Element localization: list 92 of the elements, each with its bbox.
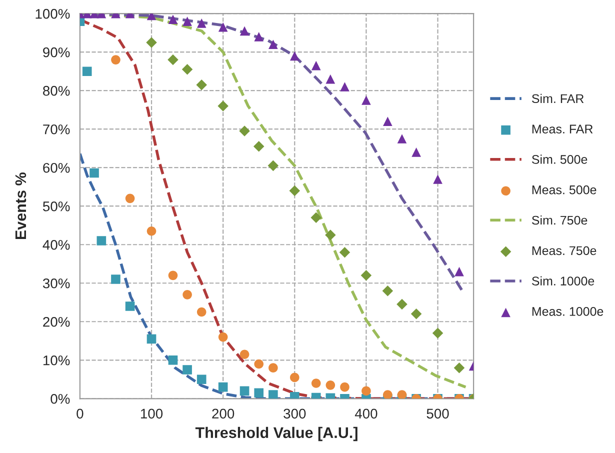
y-tick-label: 30% (42, 278, 70, 288)
point (111, 55, 120, 64)
y-tick-label: 80% (43, 86, 70, 96)
x-tick-label: 100 (140, 408, 163, 419)
point (454, 362, 465, 374)
point (218, 382, 228, 392)
legend-label: Sim. 500e (532, 154, 588, 164)
point (125, 194, 135, 204)
y-tick-label: 90% (43, 47, 70, 58)
y-tick-label: 40% (42, 240, 70, 250)
point (397, 134, 407, 144)
x-tick-label: 300 (284, 408, 306, 419)
point (362, 96, 371, 105)
point (268, 390, 278, 399)
legend-label: Meas. FAR (532, 124, 593, 134)
point (290, 51, 300, 61)
point (326, 380, 336, 390)
point (168, 270, 178, 280)
point (254, 388, 264, 398)
point (182, 290, 192, 300)
y-tick-label: 100% (36, 8, 70, 19)
point (240, 350, 250, 360)
legend-label: Meas. 1000e (532, 307, 604, 316)
legend-label: Sim. FAR (532, 94, 584, 104)
point (90, 168, 99, 178)
point (268, 160, 279, 172)
y-tick-label: 70% (43, 124, 70, 134)
point (360, 270, 372, 281)
point (146, 226, 156, 236)
legend-label: Sim. 1000e (532, 276, 594, 286)
point (182, 64, 193, 75)
point (240, 26, 250, 36)
point (339, 246, 350, 258)
point (218, 100, 228, 112)
y-tick-label: 20% (43, 316, 70, 327)
point (146, 334, 156, 344)
legend-label: Sim. 750e (532, 215, 588, 225)
point (268, 363, 278, 372)
point (397, 390, 407, 399)
point (311, 60, 321, 70)
point (362, 386, 371, 396)
legend-label: Meas. 500e (532, 185, 596, 194)
point (432, 328, 444, 339)
point (310, 212, 322, 224)
point (290, 372, 300, 382)
point (82, 66, 92, 76)
y-tick-label: 60% (43, 162, 70, 173)
x-tick-label: 400 (354, 408, 378, 419)
point (254, 32, 264, 42)
y-tick-label: 0% (50, 394, 70, 404)
point (111, 274, 120, 284)
point (182, 16, 192, 26)
point (383, 116, 392, 126)
point (96, 236, 106, 246)
point (168, 54, 178, 66)
point (146, 37, 157, 48)
point (433, 174, 442, 184)
point (396, 298, 408, 310)
point (196, 374, 206, 384)
x-tick-label: 500 (426, 408, 449, 419)
point (383, 390, 392, 399)
point (254, 359, 264, 369)
point (410, 308, 422, 320)
x-tick-label: 0 (76, 408, 84, 419)
point (253, 141, 264, 152)
legend-label: Meas. 750e (532, 246, 596, 256)
point (196, 307, 206, 317)
point (182, 365, 192, 374)
point (340, 382, 350, 392)
point (239, 126, 250, 136)
point (311, 378, 321, 388)
x-tick-label: 200 (212, 408, 234, 419)
point (196, 79, 207, 90)
point (412, 148, 421, 157)
y-tick-label: 10% (43, 355, 70, 366)
point (326, 74, 336, 84)
point (325, 230, 336, 240)
point (382, 285, 394, 296)
point (196, 18, 206, 28)
point (454, 266, 464, 276)
point (168, 355, 178, 365)
point (240, 386, 250, 396)
point (125, 302, 135, 311)
x-axis-title: Threshold Value [A.U.] (195, 426, 358, 442)
point (268, 40, 278, 50)
y-axis-title: Events % (15, 172, 26, 240)
point (218, 332, 228, 342)
point (340, 82, 350, 92)
point (218, 22, 228, 32)
point (168, 14, 178, 24)
point (289, 185, 300, 196)
y-tick-label: 50% (42, 201, 70, 212)
